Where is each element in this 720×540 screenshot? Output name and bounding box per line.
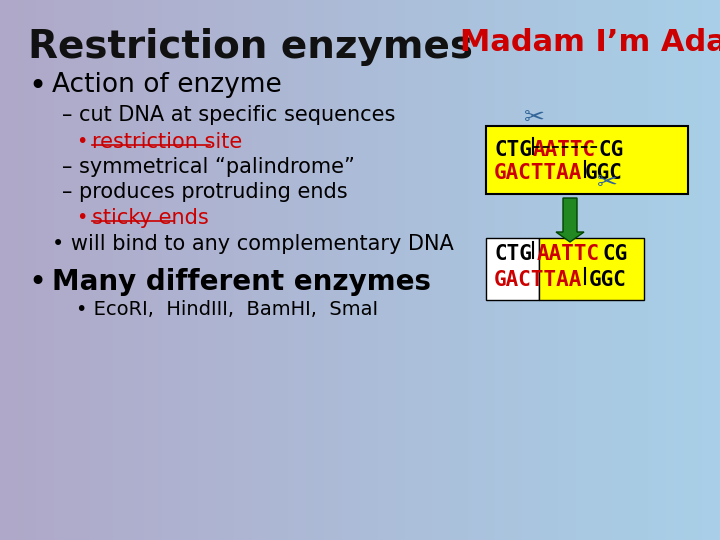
Text: sticky ends: sticky ends	[92, 208, 209, 228]
Text: GGC: GGC	[585, 163, 623, 183]
Text: – produces protruding ends: – produces protruding ends	[62, 182, 348, 202]
Text: ✂: ✂	[596, 171, 618, 195]
Text: Madam I’m Adam: Madam I’m Adam	[460, 28, 720, 57]
Text: AATTC: AATTC	[533, 140, 596, 160]
Text: AATTC: AATTC	[537, 244, 600, 264]
FancyBboxPatch shape	[486, 238, 539, 300]
Text: •: •	[28, 268, 46, 297]
Text: CTG: CTG	[494, 140, 532, 160]
Text: CG: CG	[602, 244, 627, 264]
Text: Action of enzyme: Action of enzyme	[52, 72, 282, 98]
Text: • EcoRI,  HindIII,  BamHI,  SmaI: • EcoRI, HindIII, BamHI, SmaI	[76, 300, 378, 319]
Text: – cut DNA at specific sequences: – cut DNA at specific sequences	[62, 105, 395, 125]
Text: Restriction enzymes: Restriction enzymes	[28, 28, 473, 66]
Text: CG: CG	[598, 140, 624, 160]
Text: • will bind to any complementary DNA: • will bind to any complementary DNA	[52, 234, 454, 254]
Text: GGC: GGC	[589, 270, 627, 290]
Text: GACTTAA: GACTTAA	[494, 163, 582, 183]
Text: Many different enzymes: Many different enzymes	[52, 268, 431, 296]
Text: restriction site: restriction site	[92, 132, 242, 152]
Text: •: •	[76, 132, 87, 151]
Text: CTG: CTG	[494, 244, 532, 264]
Text: – symmetrical “palindrome”: – symmetrical “palindrome”	[62, 157, 355, 177]
Text: •: •	[28, 72, 46, 101]
Text: ✂: ✂	[523, 106, 544, 130]
Text: GACTTAA: GACTTAA	[494, 270, 582, 290]
Text: •: •	[76, 208, 87, 227]
FancyBboxPatch shape	[539, 238, 644, 300]
FancyBboxPatch shape	[486, 126, 688, 194]
FancyArrow shape	[556, 198, 584, 242]
